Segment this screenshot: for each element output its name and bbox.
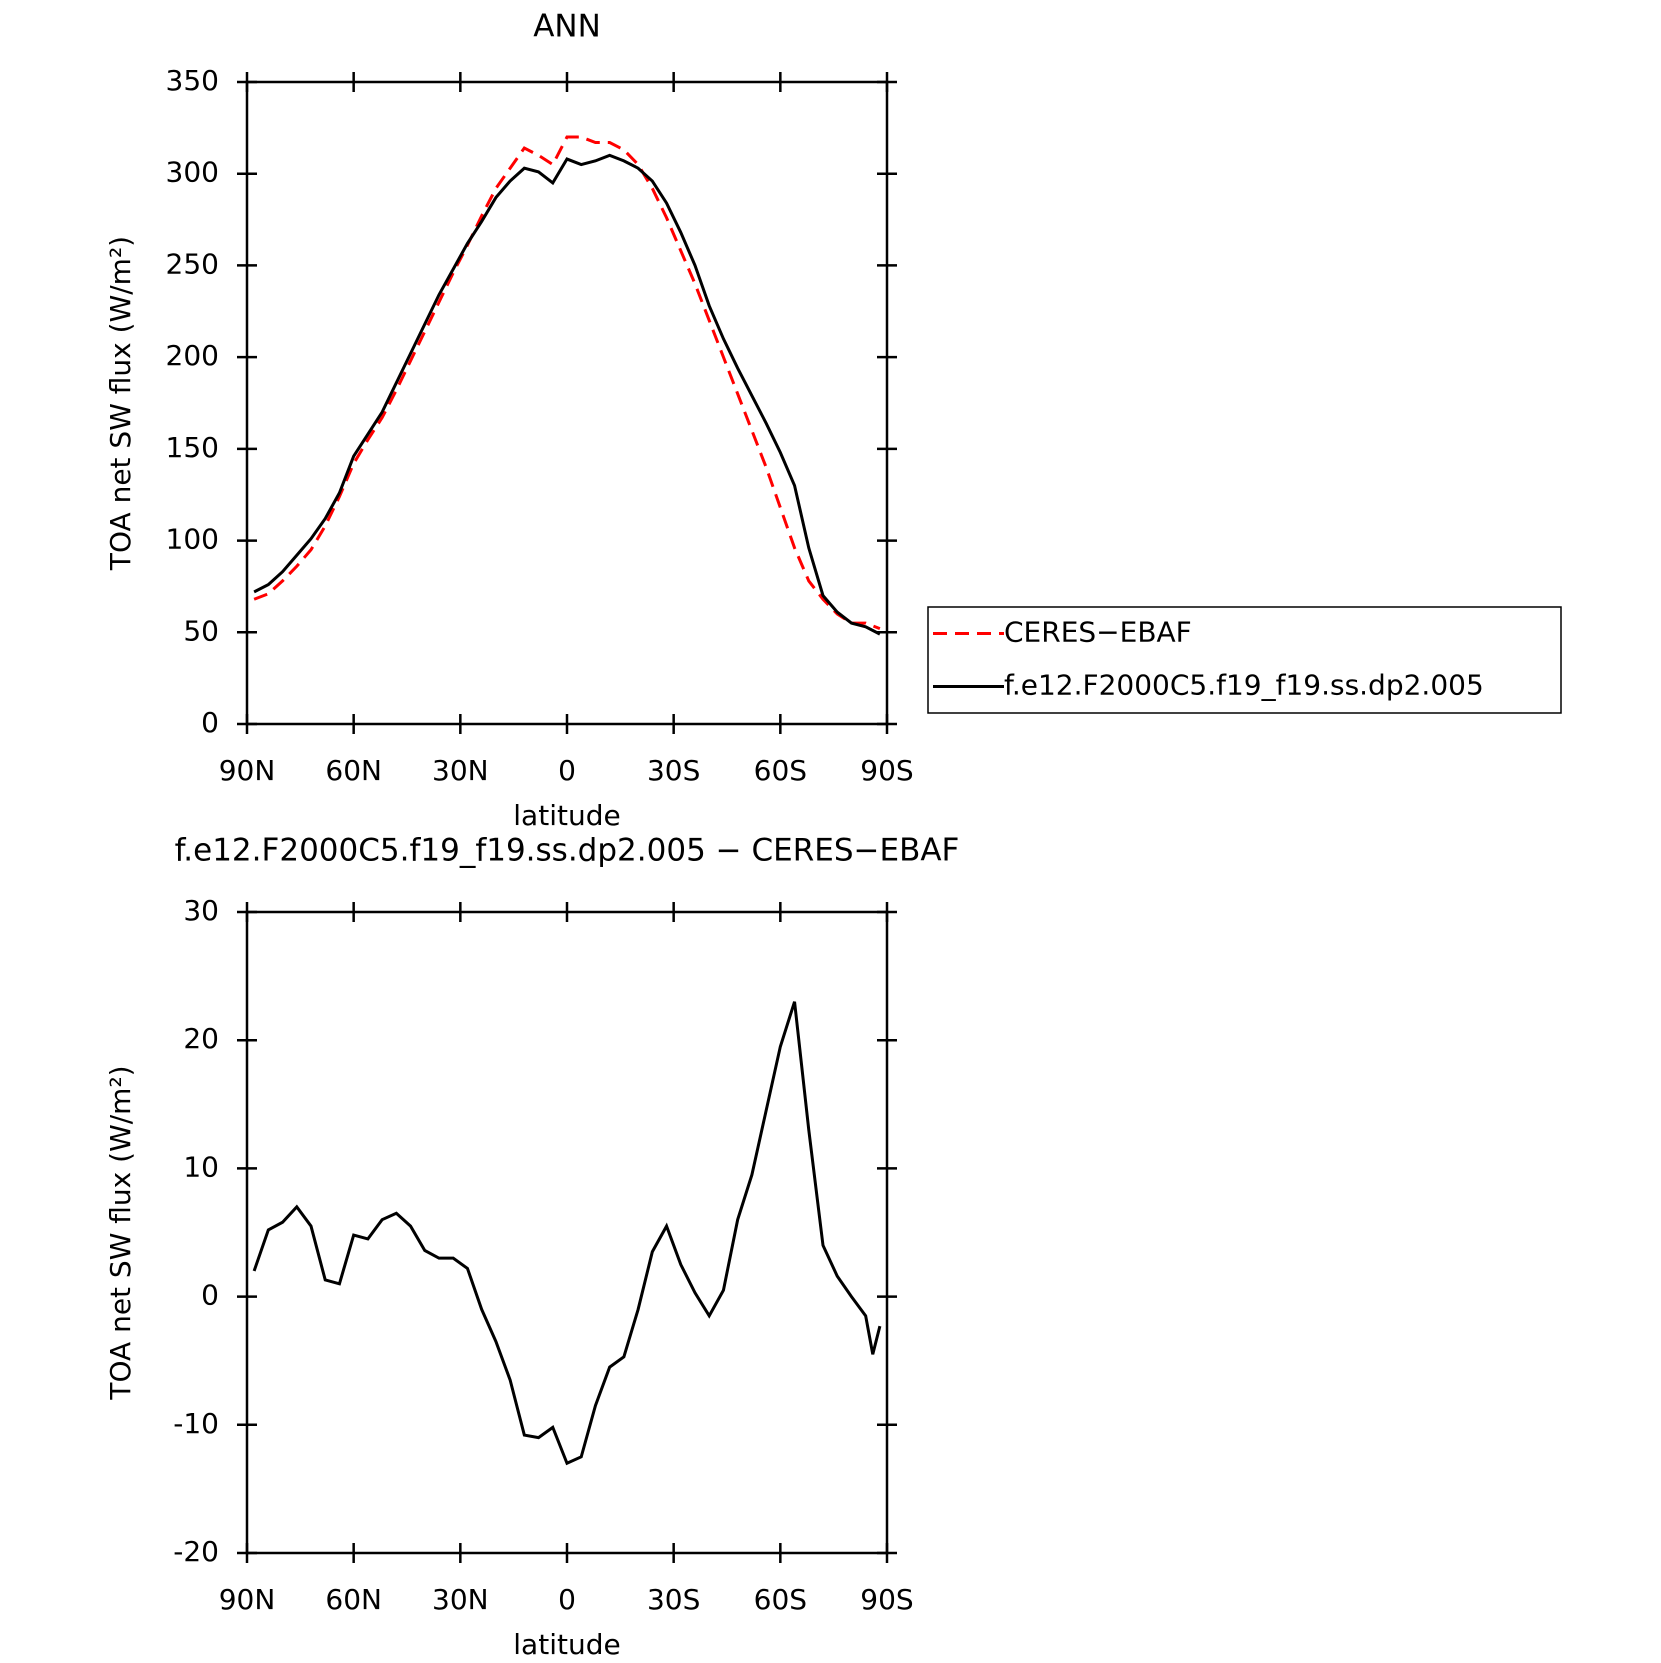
y-tick-label: 10 — [183, 1150, 219, 1183]
x-tick-label: 90N — [219, 754, 276, 787]
y-tick-label: 250 — [166, 247, 219, 280]
legend-label: CERES−EBAF — [1004, 616, 1192, 649]
x-tick-label: 60S — [754, 754, 807, 787]
y-tick-label: 0 — [201, 706, 219, 739]
y-tick-label: 0 — [201, 1279, 219, 1312]
x-tick-label: 30S — [647, 1583, 700, 1616]
x-tick-label: 90N — [219, 1583, 276, 1616]
plot-frame — [245, 80, 889, 726]
y-axis-label: TOA net SW flux (W/m²) — [104, 236, 137, 571]
x-tick-label: 0 — [558, 1583, 576, 1616]
y-tick-label: 20 — [183, 1022, 219, 1055]
x-tick-label: 30N — [432, 1583, 489, 1616]
y-tick-label: 100 — [166, 523, 219, 556]
x-tick-label: 60N — [325, 1583, 382, 1616]
data-line — [253, 153, 881, 636]
y-axis-label: TOA net SW flux (W/m²) — [104, 1065, 137, 1400]
x-tick-label: 30S — [647, 754, 700, 787]
legend-label: f.e12.F2000C5.f19_f19.ss.dp2.005 — [1004, 669, 1484, 702]
chart-title: f.e12.F2000C5.f19_f19.ss.dp2.005 − CERES… — [175, 833, 960, 869]
x-axis-label: latitude — [513, 1628, 620, 1661]
y-tick-label: 350 — [166, 64, 219, 97]
y-tick-label: 300 — [166, 156, 219, 189]
data-line — [252, 1001, 882, 1466]
x-tick-label: 60S — [754, 1583, 807, 1616]
y-tick-label: -10 — [173, 1407, 219, 1440]
y-tick-label: -20 — [173, 1535, 219, 1568]
y-tick-label: 50 — [183, 614, 219, 647]
x-tick-label: 90S — [860, 754, 913, 787]
legend-box — [927, 606, 1562, 714]
y-tick-label: 200 — [166, 339, 219, 372]
x-axis-label: latitude — [513, 799, 620, 832]
x-tick-label: 0 — [558, 754, 576, 787]
x-tick-label: 90S — [860, 1583, 913, 1616]
chart-title: ANN — [533, 9, 601, 45]
x-tick-label: 60N — [325, 754, 382, 787]
y-tick-label: 150 — [166, 431, 219, 464]
x-tick-label: 30N — [432, 754, 489, 787]
y-tick-label: 30 — [183, 894, 219, 927]
data-line — [253, 135, 881, 631]
